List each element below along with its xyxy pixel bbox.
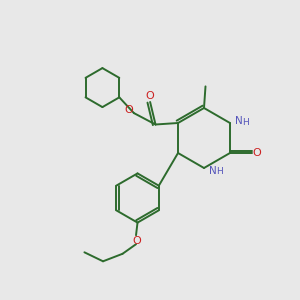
Text: N: N: [208, 166, 216, 176]
Text: O: O: [253, 148, 261, 158]
Text: O: O: [124, 105, 133, 115]
Text: O: O: [132, 236, 141, 246]
Text: H: H: [216, 167, 223, 176]
Text: H: H: [242, 118, 249, 127]
Text: N: N: [235, 116, 242, 127]
Text: O: O: [145, 91, 154, 101]
